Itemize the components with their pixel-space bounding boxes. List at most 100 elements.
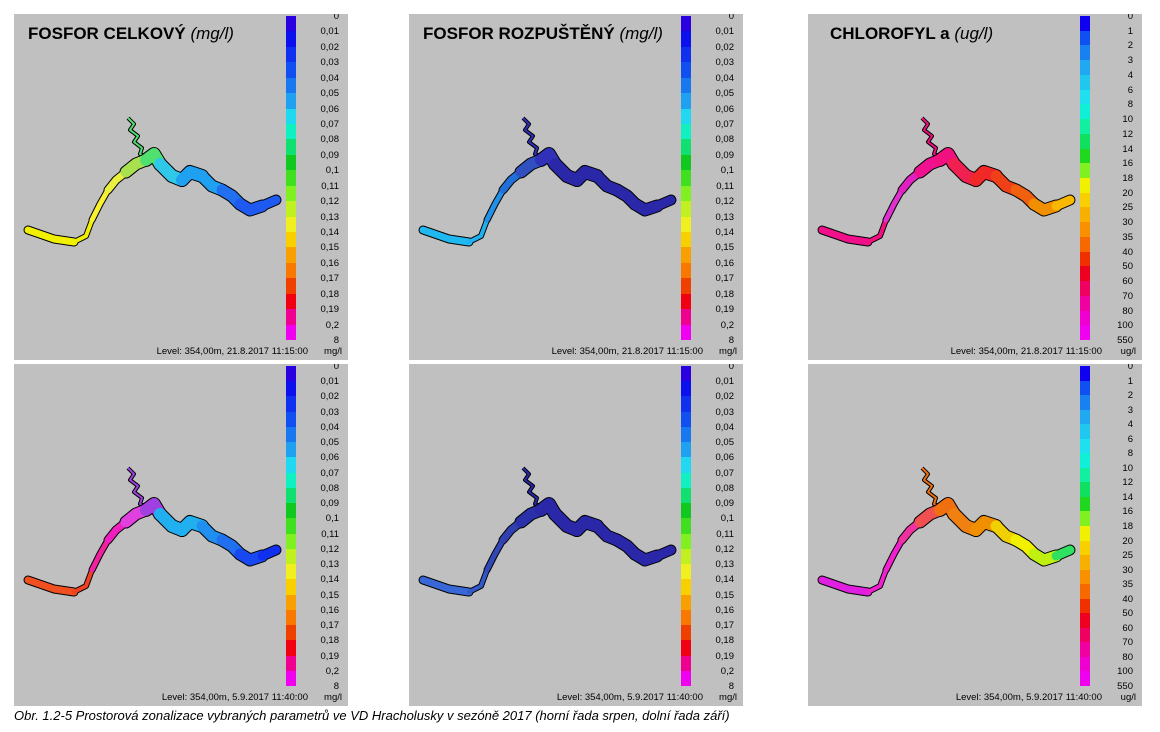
reservoir-zone-segment [883,187,905,223]
legend-tick-label: 0,16 [320,604,340,616]
legend-tick-label: 0,03 [715,406,735,418]
legend-unit: mg/l [719,346,737,357]
legend-swatch [1080,295,1090,312]
legend-tick-label: 0,08 [320,482,340,494]
legend-tick-label: 0,01 [715,376,735,388]
legend-tick-label: 14 [1122,491,1133,503]
legend-swatch [681,518,691,535]
legend-swatch [286,124,296,140]
legend-tick-label: 14 [1122,143,1133,155]
legend-swatch [286,278,296,295]
reservoir-zone-segment [1051,195,1075,211]
legend-colorbar [286,366,296,687]
legend-swatch [681,548,691,565]
reservoir-zone-segment [866,568,888,594]
legend-swatch [1080,467,1090,483]
legend-tick-label: 0,2 [325,319,339,331]
legend-tick-label: 2 [1127,40,1133,52]
legend-tick-label: 0,19 [715,650,735,662]
legend-colorbar [1080,366,1090,687]
reservoir-zone-segment [72,568,94,594]
legend-tick-label: 0,12 [715,543,735,555]
legend-swatch [681,457,691,474]
panel-title-unit: (mg/l) [619,24,663,43]
legend-tick-label: 0,03 [320,406,340,418]
legend-tick-label: 0,14 [320,227,340,238]
legend-tick-label: 35 [1122,579,1133,591]
legend-swatch [1080,281,1090,297]
legend-swatch [286,396,296,413]
legend-swatch [681,16,691,32]
legend-swatch [286,625,296,641]
legend-swatch [1080,236,1090,253]
panel-title: CHLOROFYL a (ug/l) [830,24,993,44]
legend-swatch [1080,222,1090,238]
legend-swatch [286,309,296,326]
legend-tick-label: 0,16 [715,257,735,269]
legend-swatch [1080,555,1090,571]
legend-swatch [286,77,296,94]
legend-tick-label: 0,12 [320,543,340,555]
legend-swatch [286,216,296,233]
legend-swatch [681,594,691,611]
legend-swatch [1080,380,1090,396]
legend-swatch [1080,627,1090,643]
legend-tick-label: 0,12 [715,196,735,208]
panel-tp-aug: FOSFOR CELKOVÝ (mg/l) 0 0,01 0,02 0,03 0,04 0,… [14,14,348,360]
legend-tick-label: 80 [1122,305,1133,317]
tributary-arm [522,467,546,509]
legend-tick-label: 0,04 [715,72,735,84]
legend-tick-label: 0,05 [320,437,340,449]
legend-unit: mg/l [324,692,342,703]
level-timestamp: Level: 354,00m, 21.8.2017 11:15:00 [950,346,1102,357]
legend-swatch [286,139,296,156]
legend-tick-label: 100 [1117,320,1133,332]
legend-tick-label: 0,05 [715,88,735,100]
reservoir-map [817,466,1076,597]
legend-swatch [681,579,691,596]
legend-tick-label: 0,06 [715,103,735,115]
reservoir-zone-segment [883,537,905,573]
legend-tick-label: 30 [1122,564,1133,576]
legend-tick-label: 0,12 [320,196,340,208]
legend-swatch [1080,207,1090,223]
legend-tick-label: 0,02 [320,41,340,53]
legend-tick-label: 12 [1122,477,1133,489]
legend-tick-label: 0,18 [715,635,735,647]
legend-tick-label: 0,14 [320,574,340,586]
legend-tick-label: 0,14 [715,227,735,238]
legend-swatch [1080,438,1090,454]
legend-swatch [286,232,296,248]
legend-swatch [1080,482,1090,498]
legend-swatch [1080,310,1090,326]
legend-tick-label: 0,1 [720,513,734,525]
legend-swatch [1080,453,1090,469]
legend-swatch [1080,192,1090,208]
legend-tick-label: 0 [1127,364,1133,372]
legend-swatch [286,670,296,687]
legend-tick-label: 0,04 [320,421,340,433]
legend-swatch [681,396,691,413]
legend-swatch [1080,671,1090,687]
legend-swatch [286,487,296,504]
reservoir-zone-segment [257,545,281,561]
legend-swatch [681,503,691,519]
legend-swatch [681,278,691,295]
legend-tick-label: 0,17 [715,273,735,285]
reservoir-zone-segment [818,576,872,596]
legend-swatch [286,170,296,187]
legend-tick-label: 1 [1127,25,1133,37]
legend-swatch [681,426,691,443]
legend-swatch [286,411,296,428]
legend-tick-label: 0,06 [320,452,340,464]
legend-tick-label: 0,09 [320,149,340,161]
legend-tick-label: 16 [1122,158,1133,170]
legend-tick-label: 0 [1127,14,1133,22]
panel-title-text: FOSFOR ROZPUŠTĚNÝ [423,24,620,43]
reservoir-zone-segment [89,537,111,573]
legend-tick-label: 0,01 [320,26,340,38]
legend-tick-label: 550 [1117,335,1133,346]
legend-swatch [1080,395,1090,411]
reservoir-zone-segment [419,226,473,246]
legend-unit: mg/l [324,346,342,357]
